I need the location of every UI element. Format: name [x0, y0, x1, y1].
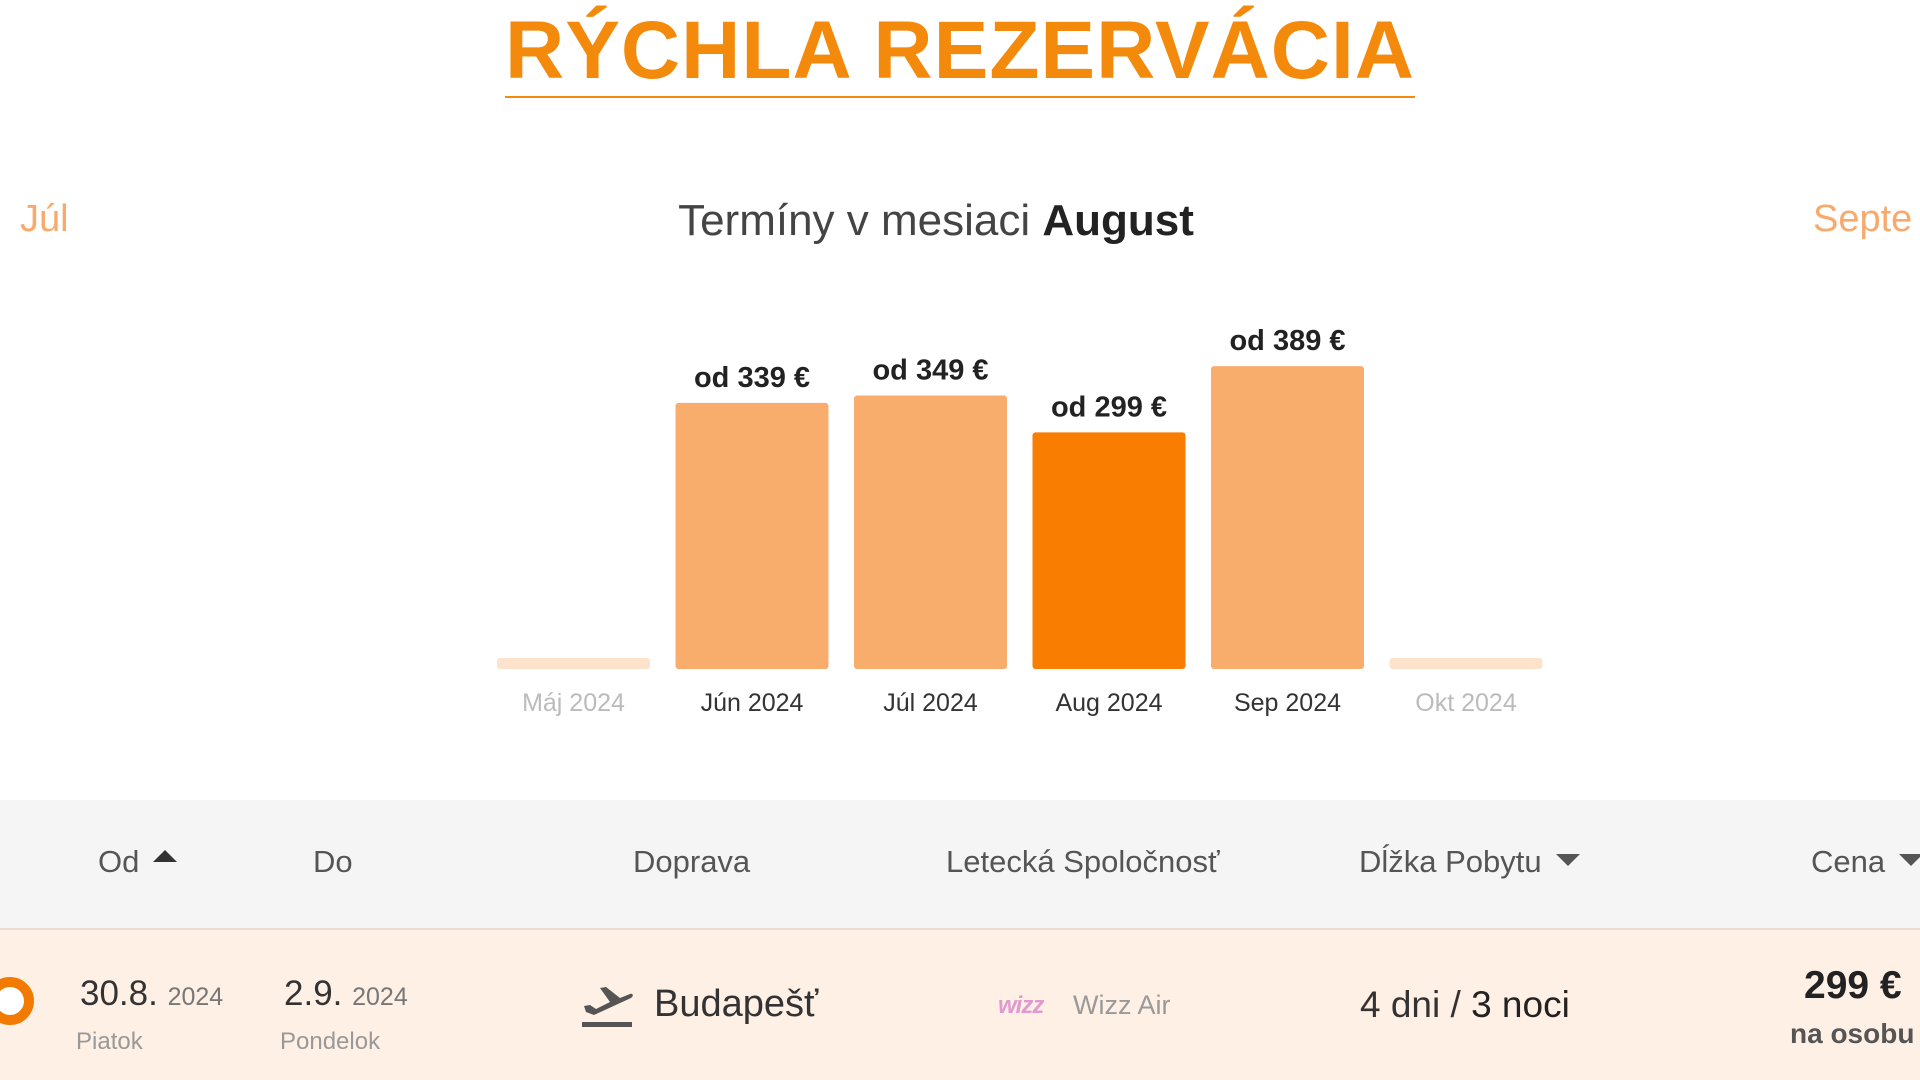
from-day: Piatok: [76, 1028, 143, 1055]
column-header-od-label: Od: [98, 844, 140, 879]
bar-value-label: od 299 €: [1051, 391, 1167, 423]
row-price-note: na osobu: [1790, 1018, 1915, 1049]
to-day: Pondelok: [280, 1028, 381, 1055]
column-header-price-label: Cena: [1811, 844, 1886, 879]
bar[interactable]: [1211, 366, 1364, 669]
wizz-air-logo: wizz: [998, 992, 1044, 1019]
bar-value-label: od 389 €: [1229, 325, 1345, 357]
month-tick-label: Okt 2024: [1415, 689, 1517, 717]
column-header-stay-label: Dĺžka Pobytu: [1359, 844, 1542, 879]
bar[interactable]: [854, 395, 1007, 669]
from-date-value: 30.8.: [80, 974, 158, 1013]
prev-month-link[interactable]: Júl: [20, 198, 69, 240]
stay-length: 4 dni / 3 noci: [1360, 984, 1570, 1026]
page-title: RÝCHLA REZERVÁCIA: [0, 6, 1920, 98]
bar[interactable]: [675, 402, 829, 669]
sort-descending-icon: [1899, 853, 1920, 866]
table-row[interactable]: 30.8. 2024 Piatok 2.9. 2024 Pondelok Bud…: [0, 930, 1920, 1080]
row-select-radio[interactable]: [0, 977, 34, 1025]
page-title-text: RÝCHLA REZERVÁCIA: [505, 5, 1415, 98]
month-heading-month: August: [1042, 196, 1194, 245]
month-tick-label: Máj 2024: [522, 689, 625, 717]
to-date-year: 2024: [352, 983, 408, 1011]
stay-days: 4 dni: [1360, 984, 1441, 1025]
bar-empty[interactable]: [1389, 658, 1543, 669]
table-header: Od Do Doprava Letecká Spoločnosť Dĺžka P…: [0, 800, 1920, 930]
from-date: 30.8. 2024: [80, 974, 223, 1014]
bar-selected[interactable]: [1032, 432, 1186, 669]
column-header-airline[interactable]: Letecká Spoločnosť: [946, 844, 1220, 879]
month-tick-label: Jún 2024: [701, 689, 804, 717]
airplane-departure-icon: [582, 987, 633, 1027]
from-date-year: 2024: [167, 983, 224, 1011]
column-header-doprava[interactable]: Doprava: [633, 844, 751, 879]
price-bar-chart: Máj 2024 od 339 € Jún 2024 od 349 € Júl 2024…: [497, 325, 1543, 717]
next-month-link[interactable]: Septe: [1813, 198, 1913, 240]
to-date-value: 2.9.: [284, 974, 343, 1013]
sort-descending-icon: [1555, 853, 1580, 866]
transport-destination: Budapešť: [654, 983, 819, 1025]
row-price: 299 €: [1804, 964, 1902, 1007]
column-header-od[interactable]: Od: [98, 844, 178, 880]
month-heading-prefix: Termíny v mesiaci: [678, 196, 1031, 245]
bar-value-label: od 339 €: [694, 362, 810, 394]
month-tick-label: Júl 2024: [883, 689, 978, 717]
column-header-do[interactable]: Do: [313, 844, 353, 879]
stay-separator: /: [1450, 984, 1461, 1025]
bar-empty[interactable]: [497, 658, 650, 669]
month-tick-label: Sep 2024: [1234, 689, 1341, 717]
month-tick-label: Aug 2024: [1055, 689, 1162, 717]
month-heading: Termíny v mesiaci August: [0, 196, 1872, 246]
stay-nights: 3 noci: [1471, 984, 1570, 1025]
column-header-stay[interactable]: Dĺžka Pobytu: [1359, 844, 1580, 880]
column-header-price[interactable]: Cena: [1811, 844, 1920, 880]
bar-value-label: od 349 €: [872, 355, 988, 387]
sort-ascending-icon: [153, 849, 178, 862]
airline-name: Wizz Air: [1073, 990, 1171, 1020]
to-date: 2.9. 2024: [284, 974, 408, 1014]
